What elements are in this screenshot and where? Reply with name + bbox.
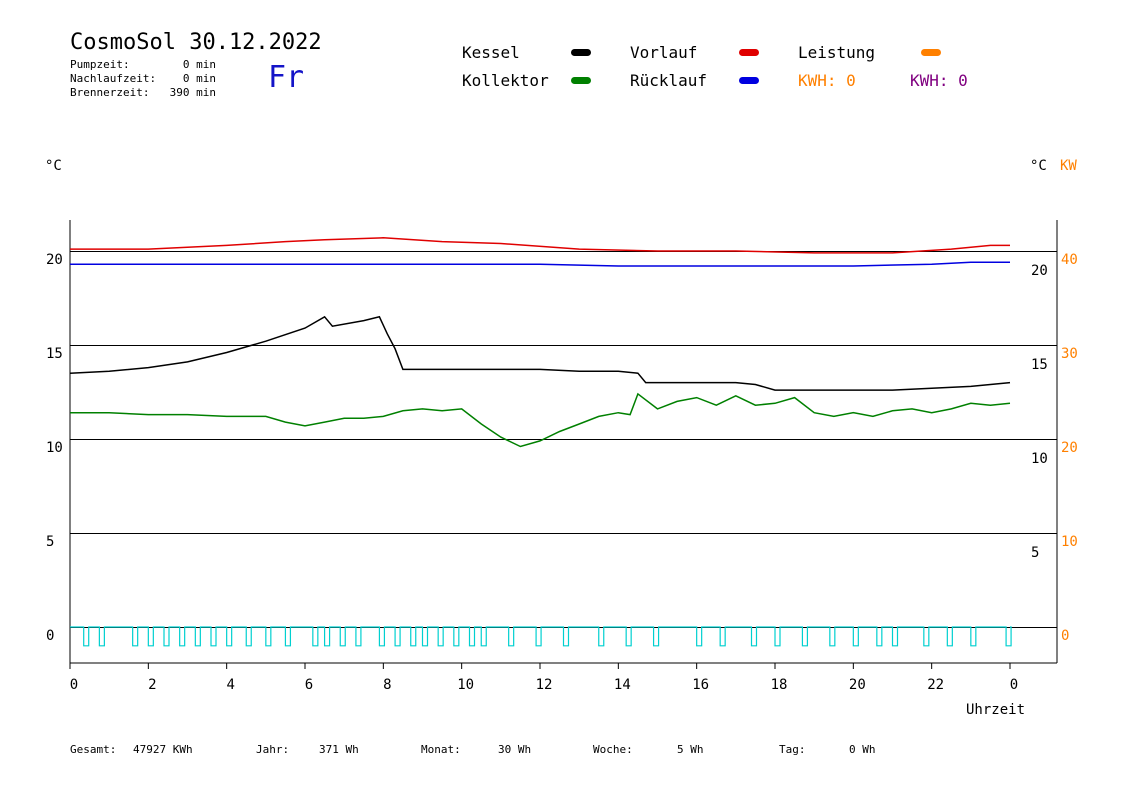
x-tick-label: 6 [305, 677, 313, 693]
x-tick-label: 4 [226, 677, 234, 693]
chart-title: CosmoSol 30.12.2022 [70, 30, 322, 55]
legend-vorlauf-label: Vorlauf [630, 43, 698, 62]
stat-brennerzeit-label: Brennerzeit: [70, 86, 150, 99]
y-left-tick-label: 0 [46, 628, 54, 644]
footer-jahr-label: Jahr: [256, 743, 290, 756]
footer-tag-value: 0 Wh [849, 743, 876, 756]
y-right-c-tick-label: 20 [1031, 263, 1048, 279]
footer-gesamt-label: Gesamt: [70, 743, 117, 756]
y-left-tick-label: 15 [46, 346, 63, 362]
x-tick-label: 8 [383, 677, 391, 693]
series-line-vorlauf [70, 237, 1010, 254]
right-unit-c-label: °C [1030, 158, 1047, 174]
series-line-kollektor [70, 392, 1011, 448]
series-line-rcklauf [70, 261, 1010, 267]
y-right-kw-tick-label: 30 [1061, 346, 1078, 362]
x-tick-label: 22 [927, 677, 944, 693]
legend-kwh-orange: KWH: 0 [798, 71, 856, 90]
footer-monat-value: 30 Wh [498, 743, 532, 756]
legend-kollektor-swatch [571, 77, 591, 84]
stat-pumpzeit-label: Pumpzeit: [70, 58, 130, 71]
y-left-tick-label: 10 [46, 440, 63, 456]
legend-kollektor-label: Kollektor [462, 71, 549, 90]
right-unit-kw-label: KW [1060, 158, 1077, 174]
y-right-c-tick-label: 5 [1031, 545, 1039, 561]
y-left-tick-label: 20 [46, 252, 63, 268]
y-right-kw-tick-label: 40 [1061, 252, 1078, 268]
x-axis-label: Uhrzeit [966, 702, 1026, 718]
legend-leistung-swatch [921, 49, 941, 56]
footer-woche-label: Woche: [593, 743, 633, 756]
x-tick-label: 2 [148, 677, 156, 693]
y-right-kw-tick-label: 10 [1061, 534, 1078, 550]
y-left-tick-label: 5 [46, 534, 54, 550]
x-tick-label: 18 [771, 677, 788, 693]
stat-brennerzeit-value: 390 min [169, 86, 216, 99]
legend-ruecklauf-label: Rücklauf [630, 71, 708, 90]
footer-woche-value: 5 Wh [677, 743, 704, 756]
footer-tag-label: Tag: [779, 743, 806, 756]
x-tick-label: 0 [70, 677, 78, 693]
x-tick-label: 20 [849, 677, 866, 693]
x-tick-label: 14 [614, 677, 631, 693]
footer-monat-label: Monat: [421, 743, 461, 756]
legend-leistung-label: Leistung [798, 43, 876, 62]
y-right-kw-tick-label: 0 [1061, 628, 1069, 644]
y-right-kw-tick-label: 20 [1061, 440, 1078, 456]
footer-jahr-value: 371 Wh [319, 743, 359, 756]
y-right-c-tick-label: 10 [1031, 451, 1048, 467]
x-tick-label: 12 [536, 677, 553, 693]
series-line-pumpe [70, 626, 1012, 647]
footer-gesamt-value: 47927 KWh [133, 743, 193, 756]
stat-nachlaufzeit-value: 0 min [182, 72, 216, 85]
series-line-kessel [69, 315, 1011, 391]
legend-kwh-purple: KWH: 0 [910, 71, 968, 90]
x-tick-label: 16 [692, 677, 709, 693]
x-tick-label: 0 [1010, 677, 1018, 693]
stat-pumpzeit-value: 0 min [182, 58, 216, 71]
stat-nachlaufzeit-label: Nachlaufzeit: [70, 72, 157, 85]
left-unit-label: °C [45, 158, 62, 174]
x-tick-label: 10 [457, 677, 474, 693]
legend-vorlauf-swatch [739, 49, 759, 56]
weekday-label: Fr [268, 60, 305, 95]
legend-kessel-label: Kessel [462, 43, 520, 62]
y-right-c-tick-label: 15 [1031, 357, 1048, 373]
legend-kessel-swatch [571, 49, 591, 56]
legend-ruecklauf-swatch [739, 77, 759, 84]
